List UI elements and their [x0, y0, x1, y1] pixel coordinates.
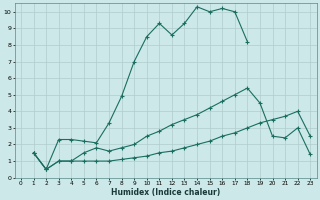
- X-axis label: Humidex (Indice chaleur): Humidex (Indice chaleur): [111, 188, 220, 197]
